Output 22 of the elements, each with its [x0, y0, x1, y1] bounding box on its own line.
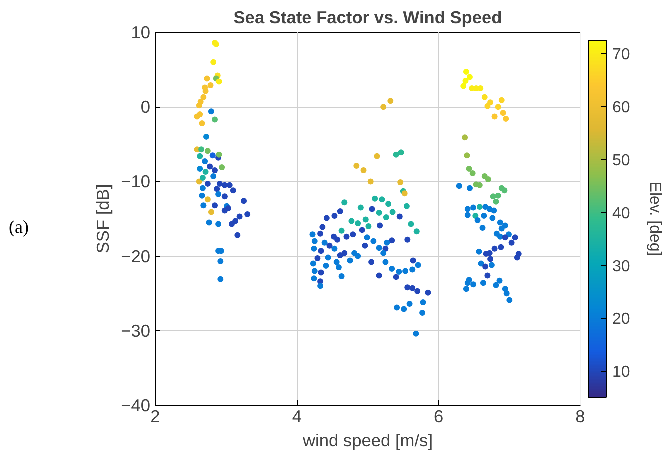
- color-bar-title: Elev. [deg]: [646, 182, 664, 256]
- color-bar-label: 20: [612, 311, 630, 328]
- color-bar-label: 30: [612, 258, 630, 276]
- color-bar-label: 40: [612, 205, 630, 222]
- color-bar-label: 70: [612, 46, 630, 64]
- y-tick-label: −30: [121, 320, 151, 341]
- color-bar-label: 10: [612, 364, 630, 382]
- color-bar-label: 50: [612, 152, 630, 170]
- x-tick-label: 2: [150, 406, 160, 426]
- x-tick-label: 4: [292, 406, 302, 426]
- y-tick-label: −20: [121, 246, 151, 266]
- y-tick-label: −40: [121, 396, 151, 416]
- x-tick-label: 6: [434, 406, 444, 426]
- y-tick-label: 0: [140, 97, 151, 118]
- color-bar-label: 60: [612, 100, 630, 117]
- y-axis-title: SSF [dB]: [93, 184, 114, 254]
- chart-title: Sea State Factor vs. Wind Speed: [234, 8, 502, 28]
- y-tick-label: −10: [121, 172, 151, 192]
- x-tick-label: 8: [576, 406, 586, 426]
- x-axis-title: wind speed [m/s]: [302, 430, 434, 450]
- text: (a): [9, 216, 29, 239]
- y-tick-label: 10: [131, 22, 151, 42]
